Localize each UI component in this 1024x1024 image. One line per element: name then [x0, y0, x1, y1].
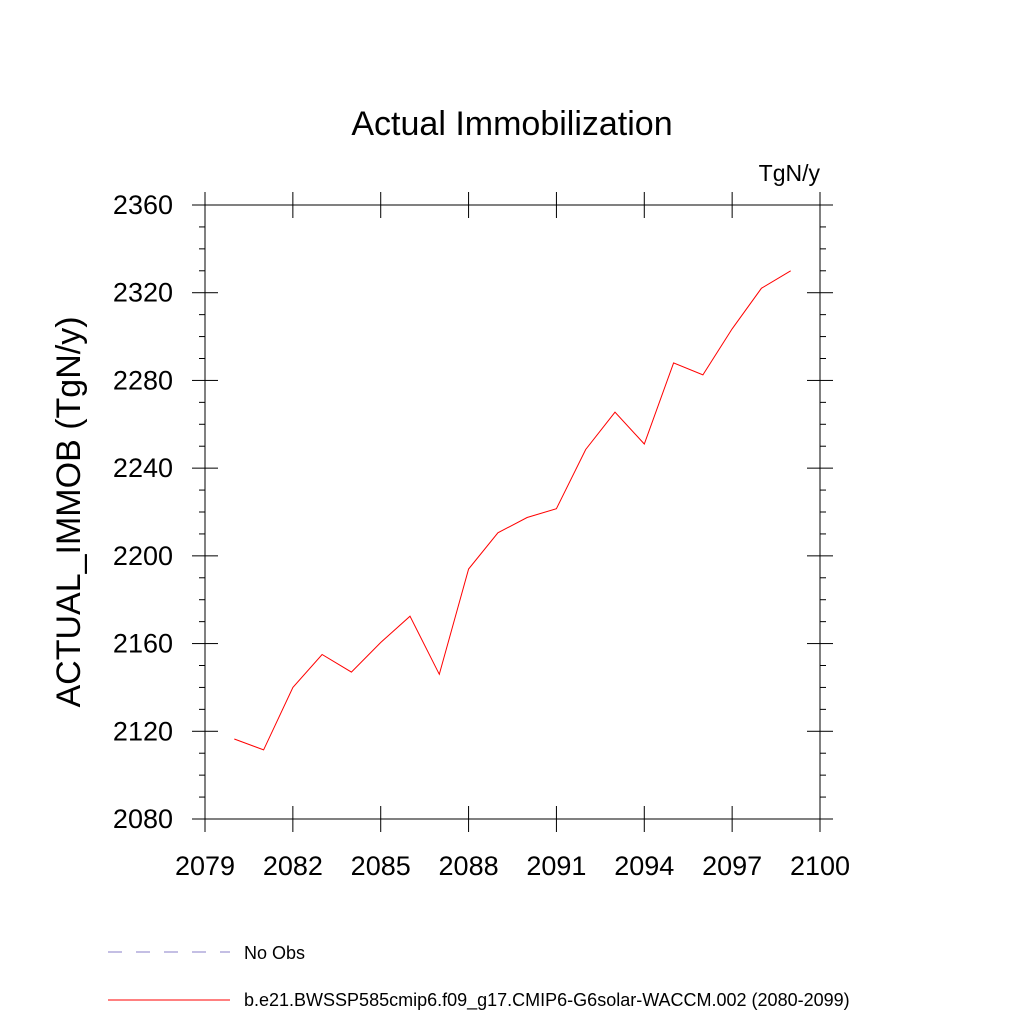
x-tick-label: 2088 — [439, 851, 499, 881]
y-tick-label: 2280 — [113, 365, 173, 395]
x-tick-label: 2085 — [351, 851, 411, 881]
y-tick-label: 2360 — [113, 190, 173, 220]
tick-labels: 2079 2082 2085 2088 2091 2094 2097 2100 2080 2120… — [113, 190, 850, 881]
legend-label-series: b.e21.BWSSP585cmip6.f09_g17.CMIP6-G6sola… — [244, 990, 850, 1011]
series-lines — [234, 270, 791, 751]
y-axis-label: ACTUAL_IMMOB (TgN/y) — [50, 316, 88, 707]
units-label: TgN/y — [759, 160, 821, 186]
y-tick-label: 2200 — [113, 541, 173, 571]
legend-label-no-obs: No Obs — [244, 943, 305, 963]
x-tick-label: 2100 — [790, 851, 850, 881]
axis-ticks — [192, 192, 833, 832]
x-tick-label: 2091 — [526, 851, 586, 881]
plot-frame — [204, 204, 821, 820]
chart-title: Actual Immobilization — [351, 105, 672, 143]
y-tick-label: 2080 — [113, 804, 173, 834]
series-line — [234, 270, 791, 751]
x-tick-label: 2082 — [263, 851, 323, 881]
y-tick-label: 2240 — [113, 453, 173, 483]
y-tick-label: 2160 — [113, 629, 173, 659]
x-tick-label: 2079 — [175, 851, 235, 881]
x-tick-label: 2097 — [702, 851, 762, 881]
y-tick-label: 2120 — [113, 716, 173, 746]
legend: No Obs b.e21.BWSSP585cmip6.f09_g17.CMIP6… — [108, 943, 850, 1011]
y-tick-label: 2320 — [113, 278, 173, 308]
x-tick-label: 2094 — [614, 851, 674, 881]
